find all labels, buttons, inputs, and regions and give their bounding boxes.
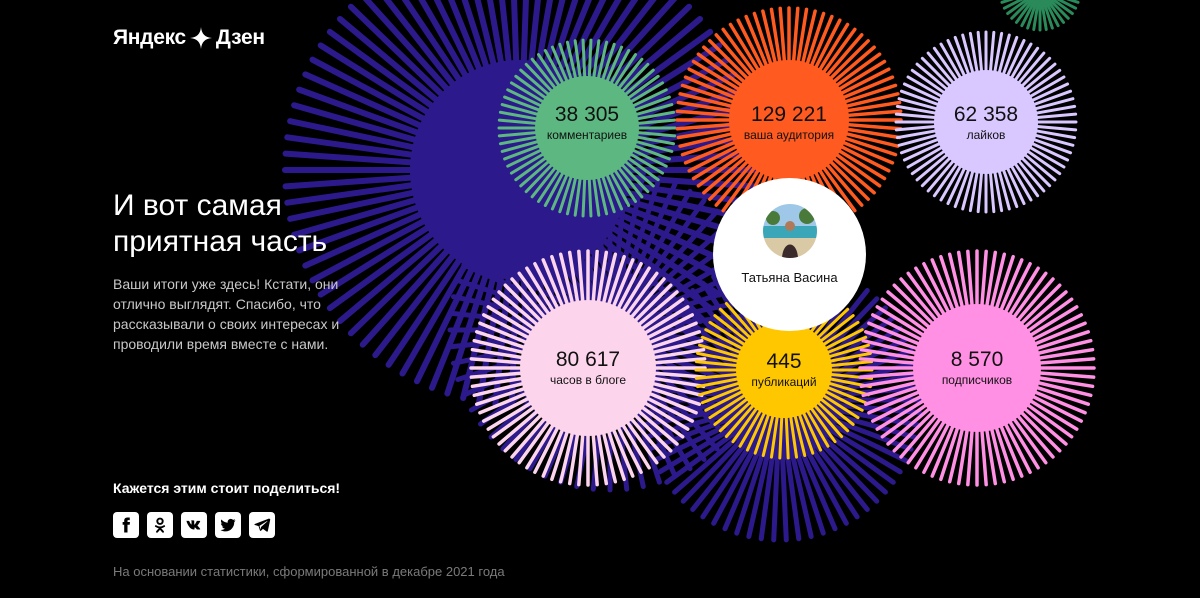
stat-publications-label: публикаций [751, 375, 817, 389]
likes-burst [894, 30, 1078, 214]
stat-hours: 80 617 часов в блоге [508, 348, 668, 388]
subscribers-burst [858, 249, 1096, 487]
twitter-icon [220, 518, 236, 532]
stat-comments-label: комментариев [546, 128, 628, 142]
share-odnoklassniki-button[interactable] [147, 512, 173, 538]
page-headline: И вот самая приятная часть [113, 189, 328, 258]
stat-likes-label: лайков [966, 128, 1006, 142]
footnote: На основании статистики, сформированной … [113, 564, 505, 579]
stat-likes: 62 358 лайков [906, 103, 1066, 143]
avatar [762, 204, 817, 258]
comments-burst [497, 38, 677, 218]
yandex-zen-logo[interactable]: Яндекс Дзен [113, 26, 265, 50]
share-vk-button[interactable] [181, 512, 207, 538]
profile-name: Татьяна Васина [741, 270, 838, 285]
stat-subscribers-value: 8 570 [950, 348, 1004, 371]
stat-hours-label: часов в блоге [549, 373, 627, 387]
logo-text-zen: Дзен [215, 26, 265, 49]
logo-text-yandex: Яндекс [113, 26, 186, 49]
profile-card[interactable]: Татьяна Васина [713, 178, 866, 331]
stat-comments-value: 38 305 [554, 103, 620, 126]
stat-comments: 38 305 комментариев [507, 103, 667, 143]
stat-publications-value: 445 [766, 350, 802, 373]
share-facebook-button[interactable] [113, 512, 139, 538]
stat-audience-label: ваша аудитория [743, 128, 835, 142]
odnoklassniki-icon [154, 517, 166, 533]
zen-star-icon [189, 27, 212, 49]
stat-publications: 445 публикаций [704, 350, 864, 390]
stat-audience-value: 129 221 [751, 103, 827, 126]
green-burst-corner [1000, 0, 1080, 32]
share-twitter-button[interactable] [215, 512, 241, 538]
lead-text: Ваши итоги уже здесь! Кстати, они отличн… [113, 276, 340, 352]
share-telegram-button[interactable] [249, 512, 275, 538]
stat-audience: 129 221 ваша аудитория [709, 103, 869, 143]
stat-likes-value: 62 358 [953, 103, 1019, 126]
stat-subscribers-label: подписчиков [941, 373, 1013, 387]
vk-icon [186, 520, 201, 530]
hours-burst [469, 249, 707, 487]
telegram-icon [254, 518, 271, 532]
stat-subscribers: 8 570 подписчиков [897, 348, 1057, 388]
share-buttons [113, 512, 275, 538]
stat-hours-value: 80 617 [555, 348, 621, 371]
share-title: Кажется этим стоит поделиться! [113, 480, 341, 496]
facebook-icon [122, 517, 130, 533]
